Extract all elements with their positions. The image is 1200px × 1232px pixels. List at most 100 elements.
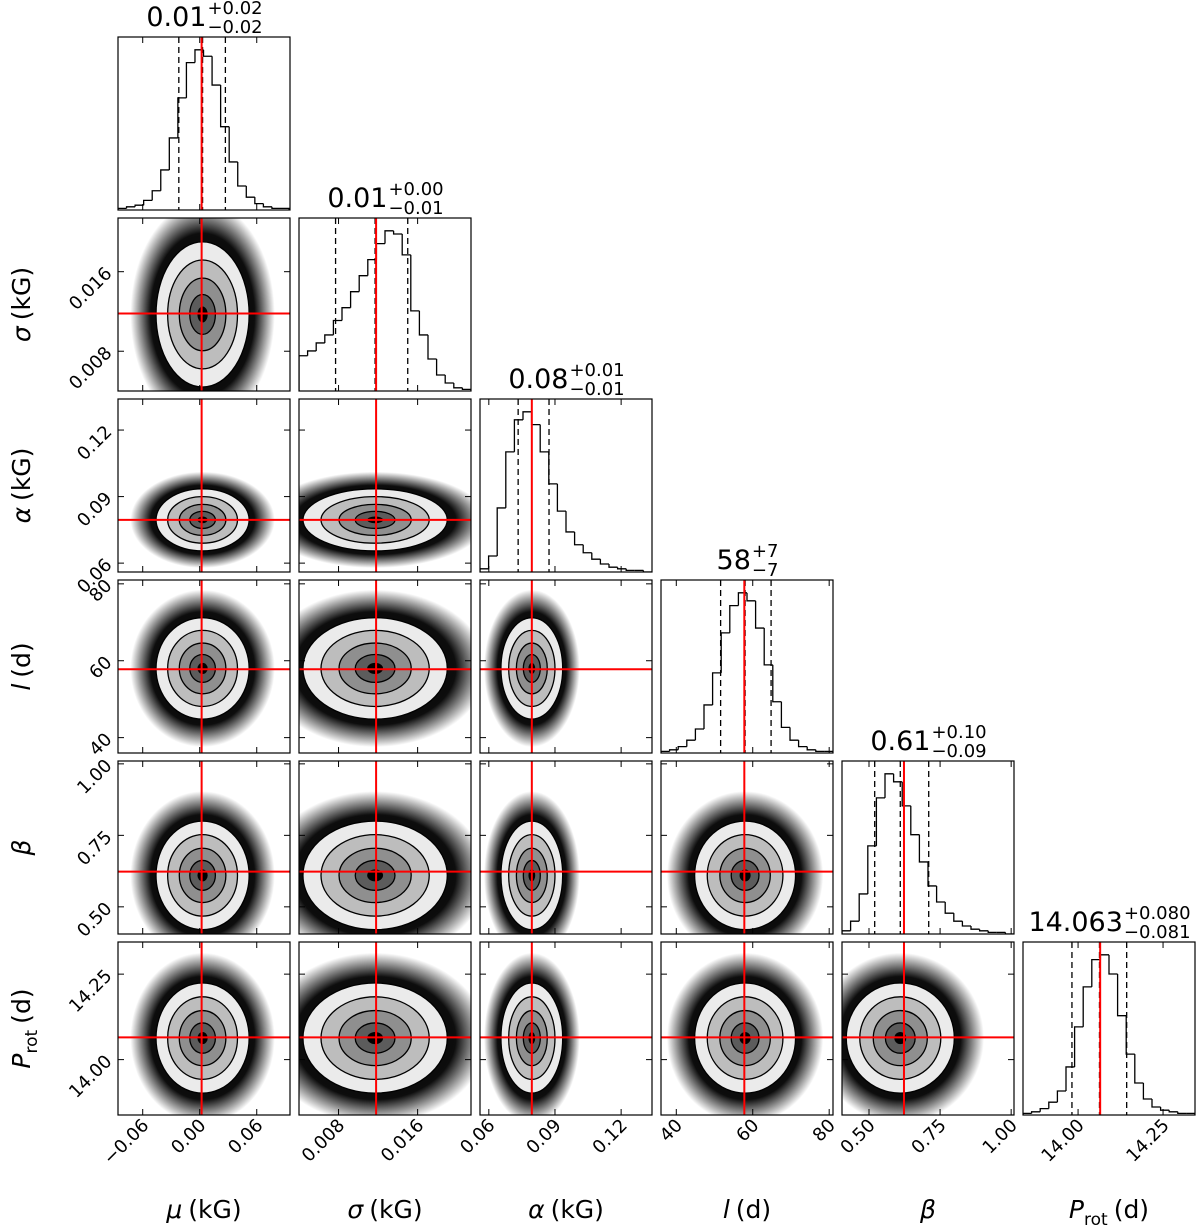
histogram-bin	[944, 901, 954, 914]
axis-unit: (kG)	[7, 267, 36, 320]
histogram-bin	[324, 334, 334, 343]
panel-content	[118, 37, 290, 210]
y-tick-label: 0.09	[73, 488, 116, 531]
histogram-bin	[858, 893, 868, 922]
x-tick-label: 40	[656, 1115, 687, 1146]
x-tick-label: 0.12	[589, 1115, 632, 1158]
histogram-bin	[892, 773, 903, 783]
panel	[117, 398, 291, 573]
x-tick-label: 0.016	[377, 1115, 428, 1166]
histogram-bin	[151, 190, 161, 201]
panel-frame	[117, 579, 291, 754]
panel-content	[661, 942, 833, 1115]
histogram-bin	[842, 930, 851, 934]
axis-symbol: α	[528, 1195, 545, 1224]
histogram-bin	[789, 727, 799, 741]
panel-content	[842, 761, 1014, 934]
panel	[298, 760, 472, 935]
histogram-bin	[935, 885, 946, 903]
axis-label: l (d)	[7, 642, 36, 690]
panel-frame	[117, 941, 291, 1116]
histogram-bin	[254, 197, 264, 205]
histogram-bin	[1186, 1112, 1195, 1115]
histogram-bin	[211, 56, 221, 86]
histogram-bin	[1099, 954, 1109, 960]
histogram-bin	[1134, 1054, 1144, 1084]
y-tick-label: 0.008	[65, 343, 116, 394]
histogram-bin	[815, 749, 825, 753]
panel-content	[661, 580, 833, 753]
axis-symbol: σ	[347, 1195, 364, 1224]
histogram-bin	[332, 319, 342, 335]
histogram-bin	[480, 568, 489, 572]
x-tick-label: −0.06	[99, 1115, 153, 1169]
histogram-bin	[1159, 1106, 1170, 1111]
axis-label: β	[7, 839, 36, 856]
x-tick-label: 80	[809, 1115, 840, 1146]
panel-content	[118, 218, 290, 391]
histogram-bin	[271, 206, 281, 210]
panel-frame	[1022, 941, 1196, 1116]
title-minus: −7	[752, 560, 779, 581]
histogram-bin	[694, 728, 704, 741]
panel-content	[661, 761, 833, 934]
histogram-bin	[918, 834, 928, 863]
axis-symbol: P	[7, 1053, 36, 1069]
title-plus: +7	[752, 541, 779, 562]
histogram-bin	[134, 204, 144, 207]
panel-content	[299, 942, 471, 1115]
axis-label: μ (kG)	[165, 1195, 241, 1224]
x-tick-label: 60	[732, 1115, 763, 1146]
panel-content	[480, 942, 652, 1115]
panel	[298, 398, 472, 573]
histogram-bin	[884, 773, 894, 798]
histogram-bin	[1048, 1101, 1058, 1109]
histogram-bin	[410, 254, 420, 312]
title-minus: −0.081	[1124, 922, 1191, 943]
histogram-bin	[720, 632, 730, 673]
histogram-bin	[548, 451, 558, 485]
histogram-bin	[677, 745, 687, 750]
title-minus: −0.09	[931, 741, 986, 762]
title-plus: +0.00	[388, 179, 443, 200]
y-tick-label: 0.016	[65, 263, 116, 314]
panel	[841, 941, 1015, 1116]
histogram-bin	[772, 664, 782, 703]
histogram-bin	[522, 411, 532, 420]
histogram-bin	[686, 739, 696, 747]
panel-frame	[298, 941, 472, 1116]
histogram-bin	[315, 342, 325, 351]
histogram-bin	[754, 600, 765, 629]
histogram-bin	[565, 511, 575, 533]
x-tick-label: 0.06	[456, 1115, 499, 1158]
title-value: 0.01	[327, 183, 387, 214]
histogram-bin	[729, 604, 739, 633]
panel	[117, 217, 291, 392]
panel	[841, 760, 1015, 935]
y-tick-label: 0.75	[73, 827, 116, 870]
axis-unit: (kG)	[7, 448, 36, 501]
histogram-bin	[711, 672, 722, 705]
histogram-bin	[978, 929, 989, 932]
histogram-bin	[427, 334, 437, 360]
panel-frame	[841, 760, 1015, 935]
histogram-bin	[867, 845, 877, 894]
title-value: 0.08	[508, 364, 568, 395]
panel-frame	[660, 760, 834, 935]
title-value: 0.61	[870, 726, 930, 757]
x-tick-label: 14.00	[1037, 1115, 1088, 1166]
panel	[660, 760, 834, 935]
panel-content	[842, 942, 1014, 1115]
histogram-bin	[661, 750, 670, 753]
histogram-bin	[599, 559, 609, 565]
histogram-bin	[1151, 1098, 1161, 1108]
title-minus: −0.02	[207, 17, 262, 38]
panel-frame	[298, 579, 472, 754]
axis-label: σ (kG)	[7, 267, 36, 342]
histogram-bin	[556, 483, 566, 512]
panel-content	[480, 580, 652, 753]
histogram-bin	[953, 913, 963, 922]
histogram-bin	[927, 861, 937, 887]
y-tick-label: 14.25	[65, 966, 116, 1017]
